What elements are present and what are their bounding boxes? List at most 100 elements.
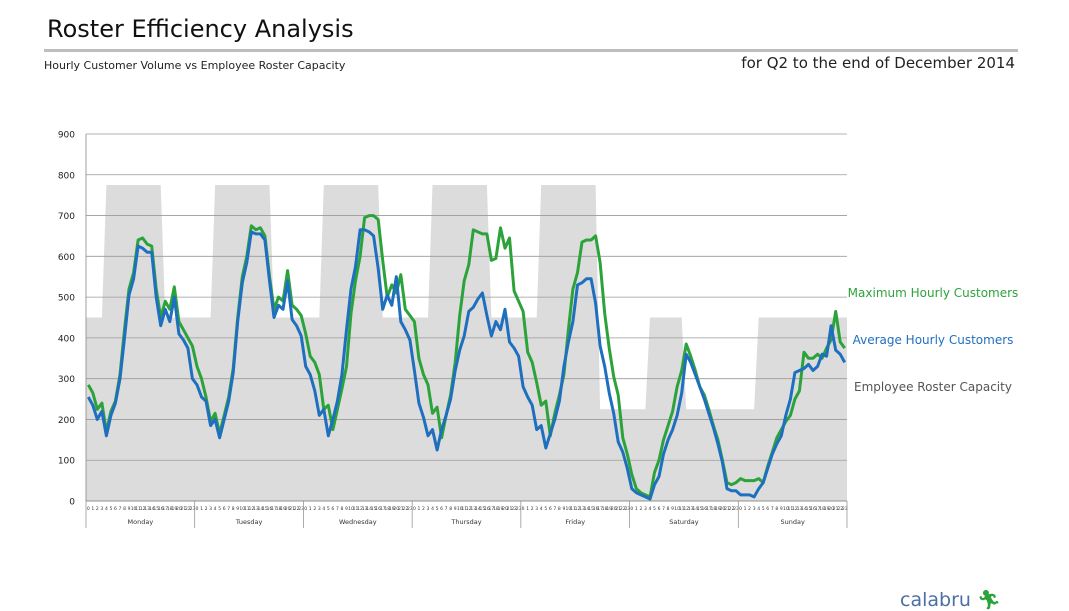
hour-tick-label: 15 xyxy=(697,506,703,512)
hour-tick-label: 22 xyxy=(294,506,300,512)
hour-tick-label: 2 xyxy=(531,506,534,512)
hour-tick-label: 3 xyxy=(427,506,430,512)
hour-tick-label: 12 xyxy=(683,506,689,512)
hour-tick-label: 21 xyxy=(398,506,404,512)
hour-tick-label: 9 xyxy=(671,506,674,512)
hour-tick-label: 18 xyxy=(276,506,282,512)
hour-tick-label: 17 xyxy=(162,506,168,512)
hour-tick-label: 15 xyxy=(588,506,594,512)
day-label: Tuesday xyxy=(235,518,263,526)
hour-tick-label: 11 xyxy=(353,506,359,512)
y-tick-label: 900 xyxy=(58,131,75,141)
hour-tick-label: 4 xyxy=(649,506,652,512)
hour-tick-label: 3 xyxy=(100,506,103,512)
hour-tick-label: 7 xyxy=(227,506,230,512)
hour-tick-label: 14 xyxy=(692,506,698,512)
hour-tick-label: 23 xyxy=(190,506,196,512)
hour-tick-label: 12 xyxy=(357,506,363,512)
hour-tick-label: 10 xyxy=(783,506,789,512)
hour-tick-label: 22 xyxy=(837,506,843,512)
legend-entry: Average Hourly Customers xyxy=(853,333,1014,347)
hour-tick-label: 11 xyxy=(461,506,467,512)
chart-subtitle: Hourly Customer Volume vs Employee Roste… xyxy=(44,59,346,72)
hour-tick-label: 13 xyxy=(688,506,694,512)
hour-tick-label: 18 xyxy=(602,506,608,512)
hour-tick-label: 5 xyxy=(762,506,765,512)
hour-tick-label: 21 xyxy=(507,506,513,512)
hour-tick-label: 23 xyxy=(407,506,413,512)
hour-tick-label: 7 xyxy=(119,506,122,512)
hour-tick-label: 20 xyxy=(502,506,508,512)
hour-tick-label: 7 xyxy=(445,506,448,512)
hour-tick-label: 4 xyxy=(431,506,434,512)
hour-tick-label: 13 xyxy=(362,506,368,512)
hour-tick-label: 16 xyxy=(158,506,164,512)
hour-tick-label: 6 xyxy=(114,506,117,512)
hour-tick-label: 12 xyxy=(575,506,581,512)
hour-tick-label: 15 xyxy=(479,506,485,512)
hour-tick-label: 3 xyxy=(753,506,756,512)
hour-tick-label: 14 xyxy=(584,506,590,512)
hour-tick-label: 23 xyxy=(516,506,522,512)
hour-tick-label: 17 xyxy=(706,506,712,512)
hour-tick-label: 4 xyxy=(105,506,108,512)
hour-tick-label: 23 xyxy=(298,506,304,512)
hour-tick-label: 7 xyxy=(662,506,665,512)
hour-tick-label: 7 xyxy=(336,506,339,512)
hour-tick-label: 14 xyxy=(258,506,264,512)
hour-tick-label: 10 xyxy=(674,506,680,512)
hour-tick-label: 12 xyxy=(466,506,472,512)
day-label: Saturday xyxy=(669,518,698,526)
page-title: Roster Efficiency Analysis xyxy=(47,15,354,43)
hour-tick-label: 20 xyxy=(828,506,834,512)
hour-tick-label: 8 xyxy=(667,506,670,512)
hour-tick-label: 8 xyxy=(340,506,343,512)
hour-tick-label: 15 xyxy=(371,506,377,512)
hour-tick-label: 13 xyxy=(144,506,150,512)
hour-tick-label: 14 xyxy=(149,506,155,512)
hour-tick-label: 1 xyxy=(418,506,421,512)
hour-tick-label: 6 xyxy=(223,506,226,512)
hour-tick-label: 22 xyxy=(620,506,626,512)
hour-tick-label: 18 xyxy=(167,506,173,512)
y-tick-label: 700 xyxy=(58,212,75,222)
legend-entry: Maximum Hourly Customers xyxy=(848,286,1019,300)
hour-tick-label: 2 xyxy=(422,506,425,512)
day-label: Friday xyxy=(565,518,585,526)
hour-tick-label: 4 xyxy=(540,506,543,512)
hour-tick-label: 5 xyxy=(109,506,112,512)
hour-tick-label: 18 xyxy=(711,506,717,512)
hour-tick-label: 20 xyxy=(720,506,726,512)
hour-tick-label: 10 xyxy=(566,506,572,512)
hour-tick-label: 4 xyxy=(757,506,760,512)
y-tick-label: 400 xyxy=(58,334,75,344)
hour-tick-label: 23 xyxy=(842,506,848,512)
hour-tick-label: 0 xyxy=(304,506,307,512)
day-label: Thursday xyxy=(450,518,481,526)
hour-tick-label: 8 xyxy=(123,506,126,512)
hour-tick-label: 21 xyxy=(289,506,295,512)
hour-tick-label: 17 xyxy=(597,506,603,512)
hour-tick-label: 23 xyxy=(733,506,739,512)
hour-tick-label: 2 xyxy=(748,506,751,512)
hour-tick-label: 19 xyxy=(824,506,830,512)
y-tick-label: 300 xyxy=(58,375,75,385)
hour-tick-label: 11 xyxy=(244,506,250,512)
title-divider xyxy=(44,49,1018,52)
hour-tick-label: 1 xyxy=(744,506,747,512)
hour-tick-label: 21 xyxy=(724,506,730,512)
hour-tick-label: 1 xyxy=(200,506,203,512)
hour-tick-label: 6 xyxy=(658,506,661,512)
hour-tick-label: 11 xyxy=(788,506,794,512)
hour-tick-label: 7 xyxy=(553,506,556,512)
hour-tick-label: 18 xyxy=(819,506,825,512)
hour-tick-label: 9 xyxy=(128,506,131,512)
hour-tick-label: 15 xyxy=(262,506,268,512)
hour-tick-label: 11 xyxy=(679,506,685,512)
hour-tick-label: 18 xyxy=(384,506,390,512)
hour-tick-label: 9 xyxy=(780,506,783,512)
hour-tick-label: 1 xyxy=(309,506,312,512)
hour-tick-label: 10 xyxy=(348,506,354,512)
hour-tick-label: 9 xyxy=(562,506,565,512)
